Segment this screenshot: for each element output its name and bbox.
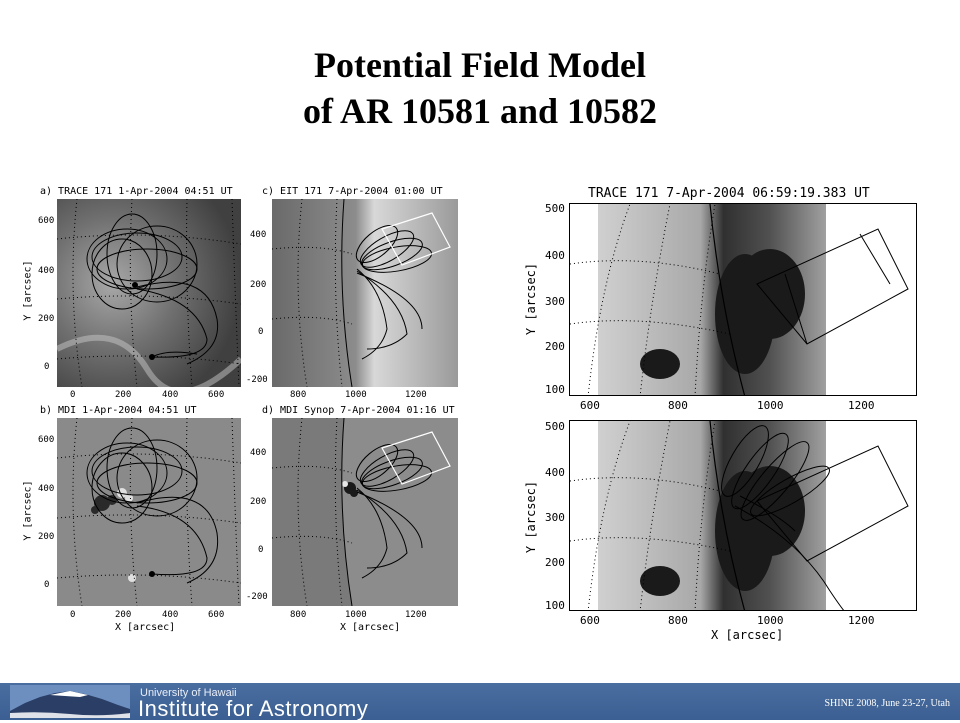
right-bottom-xtick: 1000 bbox=[757, 614, 784, 627]
right-bottom-ytick: 500 bbox=[545, 420, 565, 433]
slide-title-line1: Potential Field Model bbox=[314, 45, 646, 85]
right-top-ytick: 300 bbox=[545, 295, 565, 308]
panel-c-xtick: 1200 bbox=[405, 390, 427, 400]
panel-a-xtick: 200 bbox=[115, 390, 132, 400]
panel-d-xtick: 1000 bbox=[345, 610, 367, 620]
right-figure-title: TRACE 171 7-Apr-2004 06:59:19.383 UT bbox=[588, 186, 870, 201]
panel-d-xtick: 800 bbox=[290, 610, 307, 620]
panel-a-ytick: 600 bbox=[38, 216, 55, 226]
right-bottom-xtick: 1200 bbox=[848, 614, 875, 627]
panel-b-xtick: 0 bbox=[70, 610, 76, 620]
panel-c-ytick: -200 bbox=[246, 375, 268, 385]
panel-a-xtick: 600 bbox=[208, 390, 225, 400]
panel-c-xtick: 1000 bbox=[345, 390, 367, 400]
panel-c-image bbox=[272, 199, 458, 387]
panel-d-ytick: 0 bbox=[258, 545, 264, 555]
panel-b-ylabel: Y [arcsec] bbox=[22, 480, 34, 541]
right-top-ytick: 400 bbox=[545, 249, 565, 262]
right-top-ytick: 500 bbox=[545, 202, 565, 215]
footer-bar: University of Hawaii Institute for Astro… bbox=[0, 683, 960, 721]
right-top-ylabel: Y [arcsec] bbox=[524, 262, 539, 336]
right-bottom-xtick: 800 bbox=[668, 614, 688, 627]
panel-a-ylabel: Y [arcsec] bbox=[22, 260, 34, 321]
panel-a-xtick: 400 bbox=[162, 390, 179, 400]
right-top-image bbox=[569, 203, 917, 396]
panel-c-ytick: 400 bbox=[250, 230, 267, 240]
panel-b-label: b) MDI 1-Apr-2004 04:51 UT bbox=[40, 405, 197, 416]
right-top-xtick: 1200 bbox=[848, 399, 875, 412]
panel-d-image bbox=[272, 418, 458, 606]
mountain-logo-icon bbox=[10, 685, 130, 718]
right-bottom-ytick: 400 bbox=[545, 466, 565, 479]
panel-c-ytick: 0 bbox=[258, 327, 264, 337]
right-top-xtick: 1000 bbox=[757, 399, 784, 412]
panel-c-label: c) EIT 171 7-Apr-2004 01:00 UT bbox=[262, 186, 443, 197]
panel-a-image bbox=[57, 199, 241, 387]
right-bottom-image bbox=[569, 420, 917, 611]
panel-b-xlabel: X [arcsec] bbox=[115, 622, 176, 633]
right-bottom-xtick: 600 bbox=[580, 614, 600, 627]
panel-d-xtick: 1200 bbox=[405, 610, 427, 620]
slide-title-line2: of AR 10581 and 10582 bbox=[302, 91, 658, 131]
panel-b-xtick: 400 bbox=[162, 610, 179, 620]
right-bottom-xlabel: X [arcsec] bbox=[711, 628, 784, 642]
footer-credit: SHINE 2008, June 23-27, Utah bbox=[824, 698, 950, 709]
panel-b-xtick: 200 bbox=[115, 610, 132, 620]
right-top-ytick: 200 bbox=[545, 340, 565, 353]
panel-d-ytick: 400 bbox=[250, 448, 267, 458]
panel-a-xtick: 0 bbox=[70, 390, 76, 400]
panel-a-ytick: 400 bbox=[38, 266, 55, 276]
right-top-xtick: 600 bbox=[580, 399, 600, 412]
panel-b-ytick: 200 bbox=[38, 532, 55, 542]
institute-name: Institute for Astronomy bbox=[138, 696, 369, 721]
university-name: University of Hawaii bbox=[140, 687, 237, 699]
panel-d-xlabel: X [arcsec] bbox=[340, 622, 401, 633]
panel-a-ytick: 200 bbox=[38, 314, 55, 324]
panel-c-xtick: 800 bbox=[290, 390, 307, 400]
panel-c-ytick: 200 bbox=[250, 280, 267, 290]
panel-d-ytick: 200 bbox=[250, 497, 267, 507]
panel-a-ytick: 0 bbox=[44, 362, 50, 372]
panel-b-xtick: 600 bbox=[208, 610, 225, 620]
panel-d-label: d) MDI Synop 7-Apr-2004 01:16 UT bbox=[262, 405, 455, 416]
panel-a-label: a) TRACE 171 1-Apr-2004 04:51 UT bbox=[40, 186, 233, 197]
right-bottom-ytick: 300 bbox=[545, 511, 565, 524]
right-bottom-ytick: 100 bbox=[545, 599, 565, 612]
panel-d-ytick: -200 bbox=[246, 592, 268, 602]
right-bottom-ytick: 200 bbox=[545, 556, 565, 569]
right-bottom-ylabel: Y [arcsec] bbox=[524, 480, 539, 554]
right-top-ytick: 100 bbox=[545, 383, 565, 396]
panel-b-ytick: 600 bbox=[38, 435, 55, 445]
right-top-xtick: 800 bbox=[668, 399, 688, 412]
panel-b-ytick: 400 bbox=[38, 484, 55, 494]
panel-b-image bbox=[57, 418, 241, 606]
panel-b-ytick: 0 bbox=[44, 580, 50, 590]
